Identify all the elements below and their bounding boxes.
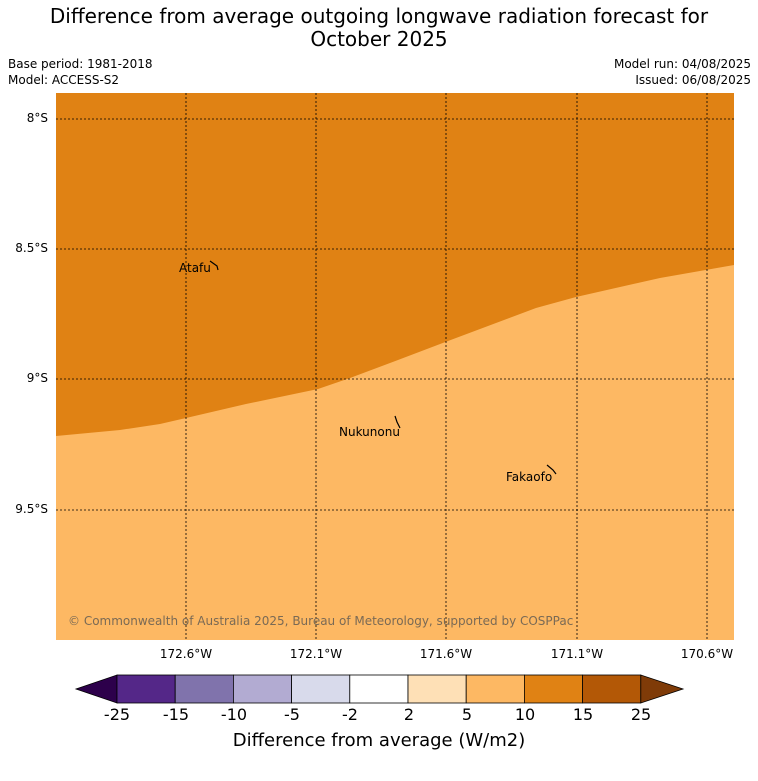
colorbar-bin xyxy=(407,674,467,704)
colorbar-bin xyxy=(116,674,176,704)
colorbar-extend-low xyxy=(74,674,118,704)
colorbar-tick: 5 xyxy=(461,705,473,724)
lon-label-170-6w: 170.6°W xyxy=(680,647,734,661)
map-upper-region xyxy=(56,93,734,436)
colorbar-label: Difference from average (W/m2) xyxy=(232,730,526,751)
chart-title: Difference from average outgoing longwav… xyxy=(0,5,758,51)
colorbar-bin xyxy=(232,674,292,704)
base-period: Base period: 1981-2018 xyxy=(8,57,153,71)
colorbar-bin xyxy=(465,674,525,704)
colorbar-tick: 25 xyxy=(630,705,652,724)
colorbar-extend-high xyxy=(640,674,685,704)
place-label-fakaofo: Fakaofo xyxy=(506,470,553,484)
fakaofo-island-shape xyxy=(546,464,557,475)
colorbar-bin xyxy=(291,674,351,704)
meta-right: Model run: 04/08/2025 Issued: 06/08/2025 xyxy=(614,56,751,88)
atafu-island-shape xyxy=(209,260,219,271)
lon-label-171-1w: 171.1°W xyxy=(550,647,604,661)
title-line-2: October 2025 xyxy=(310,27,448,51)
lat-label-9-5s: 9.5°S xyxy=(15,502,48,516)
colorbar-tick: 15 xyxy=(572,705,594,724)
title-line-1: Difference from average outgoing longwav… xyxy=(49,4,709,28)
lat-label-9s: 9°S xyxy=(26,371,48,385)
colorbar-tick: -25 xyxy=(103,705,131,724)
graticule xyxy=(56,93,734,640)
nukunonu-island-shape xyxy=(394,415,401,429)
colorbar-bin xyxy=(524,674,584,704)
island-outlines xyxy=(209,260,557,475)
issued-date: Issued: 06/08/2025 xyxy=(635,73,751,87)
copyright-notice: © Commonwealth of Australia 2025, Bureau… xyxy=(68,614,574,628)
colorbar-tick: -5 xyxy=(284,705,300,724)
lon-label-172-1w: 172.1°W xyxy=(289,647,343,661)
colorbar-bin xyxy=(349,674,409,704)
lat-label-8-5s: 8.5°S xyxy=(15,241,48,255)
colorbar-tick: 2 xyxy=(403,705,415,724)
model-run: Model run: 04/08/2025 xyxy=(613,57,751,71)
place-label-atafu: Atafu xyxy=(179,261,211,275)
model-name: Model: ACCESS-S2 xyxy=(8,73,120,87)
colorbar-tick: -2 xyxy=(342,705,358,724)
lon-label-171-6w: 171.6°W xyxy=(419,647,473,661)
meta-left: Base period: 1981-2018 Model: ACCESS-S2 xyxy=(8,56,153,88)
colorbar-tick: 10 xyxy=(514,705,536,724)
place-label-nukunonu: Nukunonu xyxy=(339,425,400,439)
lon-label-172-6w: 172.6°W xyxy=(159,647,213,661)
colorbar-bin xyxy=(582,674,642,704)
colorbar-tick: -10 xyxy=(220,705,248,724)
colorbar-bin xyxy=(174,674,234,704)
lat-label-8s: 8°S xyxy=(26,111,48,125)
colorbar-tick: -15 xyxy=(162,705,190,724)
